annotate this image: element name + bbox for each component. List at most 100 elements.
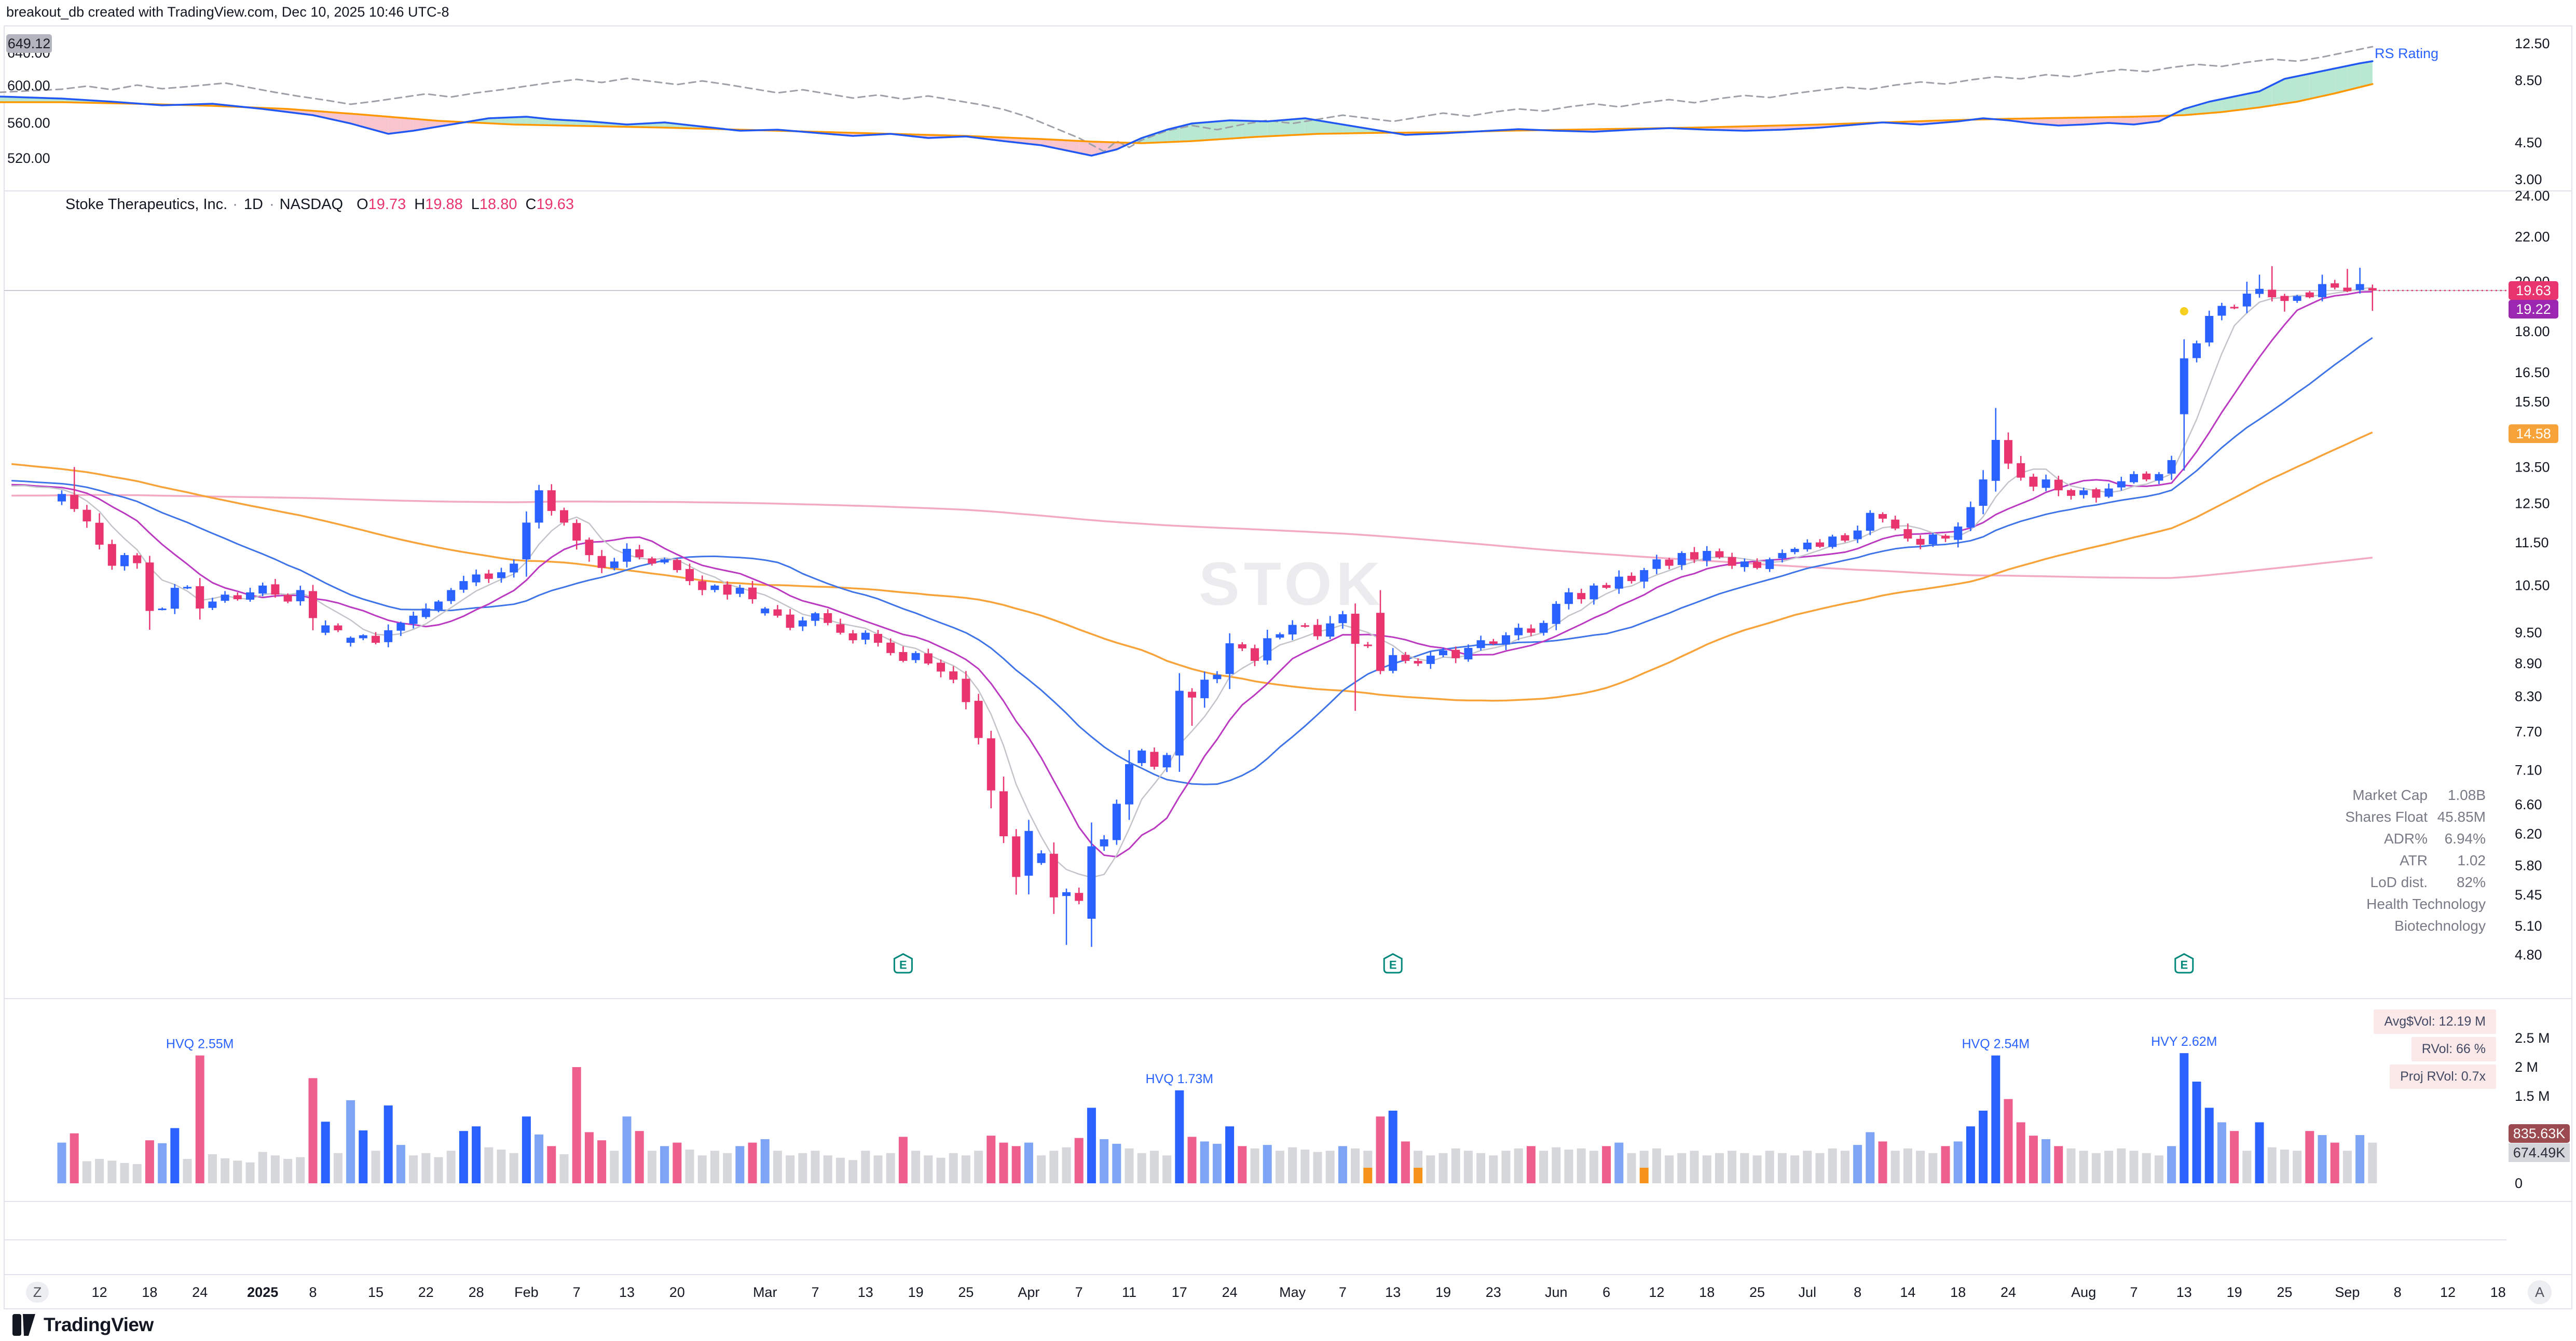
- ma-21-line: [11, 337, 2373, 785]
- time-tick-label: 8: [1854, 1284, 1861, 1300]
- price-tick-label: 8.90: [2515, 656, 2542, 671]
- ma-10-line: [11, 291, 2373, 858]
- earnings-marker-shape: [2174, 953, 2194, 974]
- candle-body: [1238, 644, 1246, 648]
- volume-bar: [635, 1131, 644, 1183]
- time-tick-label: 13: [858, 1284, 873, 1300]
- time-tick-label: 11: [1122, 1284, 1136, 1300]
- high-volume-label: HVQ 2.55M: [166, 1037, 234, 1052]
- star-marker-icon: [2180, 307, 2188, 315]
- rs-fill: [501, 117, 514, 125]
- volume-bar: [559, 1154, 569, 1183]
- volume-bar: [2004, 1099, 2013, 1183]
- price-badge-label: 19.63: [2516, 283, 2551, 298]
- rs-rating-label: RS Rating: [2375, 46, 2439, 61]
- volume-bar: [1087, 1108, 1096, 1183]
- time-tick-label: Jun: [1545, 1284, 1568, 1300]
- volume-bar: [1238, 1146, 1247, 1183]
- candle-body: [1539, 623, 1548, 633]
- time-axis[interactable]: 12 18 24 2025 8 15 22 28 Feb 7 13 20 Mar 7 13 19 25 Apr 7 1…: [26, 1280, 2552, 1304]
- volume-badge-label: 674.49K: [2513, 1145, 2566, 1160]
- volume-series: [57, 1053, 2377, 1183]
- price-tick-label: 6.60: [2515, 797, 2542, 812]
- time-edge-label-right: A: [2535, 1284, 2544, 1300]
- candle-body: [2331, 283, 2339, 288]
- time-tick-label: Feb: [514, 1284, 539, 1300]
- candle-body: [2255, 288, 2264, 294]
- candle-body: [1162, 755, 1171, 768]
- rs-fill: [514, 117, 527, 125]
- time-tick-label: 7: [811, 1284, 819, 1300]
- volume-bar: [2054, 1146, 2063, 1183]
- price-tick-label: 5.80: [2515, 858, 2542, 873]
- symbol-legend[interactable]: Stoke Therapeutics, Inc. · 1D · NASDAQ O19.73…: [65, 196, 574, 213]
- volume-bar: [2330, 1142, 2339, 1183]
- rs-right-tick: 12.50: [2515, 36, 2550, 51]
- candle-body: [924, 653, 933, 664]
- volume-bar: [735, 1146, 745, 1183]
- time-tick-label: 22: [418, 1284, 434, 1300]
- price-tick-label: 11.50: [2515, 535, 2549, 550]
- volume-bar: [1602, 1146, 1611, 1183]
- volume-bar: [472, 1126, 481, 1183]
- rs-fill: [2272, 79, 2285, 106]
- time-tick-label: Aug: [2071, 1284, 2096, 1300]
- candle-body: [2041, 479, 2050, 488]
- time-tick-label: Apr: [1018, 1284, 1039, 1300]
- candle-body: [1276, 634, 1284, 638]
- candle-body: [1740, 561, 1749, 568]
- volume-bar: [1577, 1148, 1586, 1183]
- volume-bar: [1715, 1153, 1724, 1183]
- candle-body: [1841, 535, 1849, 541]
- volume-bar: [2204, 1108, 2214, 1183]
- earnings-marker[interactable]: E: [2174, 953, 2194, 974]
- tradingview-logo[interactable]: TradingView: [11, 1309, 154, 1341]
- volume-bar: [1702, 1155, 1711, 1183]
- candle-body: [2142, 473, 2151, 480]
- volume-bar: [2342, 1151, 2352, 1183]
- volume-bar: [1376, 1116, 1385, 1183]
- rs-fill: [551, 119, 564, 126]
- volume-bar: [1890, 1151, 1900, 1183]
- candle-body: [836, 624, 845, 633]
- volume-bar: [924, 1155, 933, 1183]
- candle-body: [1213, 674, 1222, 680]
- candle-body: [2104, 488, 2113, 497]
- candle-body: [1037, 853, 1046, 863]
- volume-bar: [1463, 1151, 1473, 1183]
- candle-body: [1150, 752, 1159, 767]
- candle-body: [1125, 764, 1133, 805]
- volume-bar: [1828, 1148, 1837, 1183]
- candle-body: [1941, 535, 1950, 539]
- rs-left-tick: 600.00: [7, 78, 50, 93]
- time-tick-label: 7: [2130, 1284, 2137, 1300]
- rs-fill: [1318, 120, 1331, 134]
- volume-bar: [2318, 1135, 2327, 1183]
- candle-body: [1363, 644, 1372, 646]
- volume-bar: [1300, 1150, 1310, 1183]
- price-tick-label: 6.20: [2515, 826, 2542, 842]
- earnings-marker-shape: [1383, 953, 1403, 974]
- volume-bar: [421, 1153, 431, 1183]
- candle-body: [2268, 289, 2277, 298]
- volume-bar: [120, 1163, 129, 1183]
- earnings-marker[interactable]: E: [893, 953, 913, 974]
- volume-bar: [861, 1151, 870, 1183]
- time-tick-label: 12: [92, 1284, 107, 1300]
- candle-body: [2167, 460, 2176, 474]
- candle-body: [1765, 559, 1774, 569]
- candle-body: [409, 615, 418, 624]
- volume-panel: HVQ 2.55M HVQ 1.73M HVQ 2.54M HVY 2.62M: [57, 1034, 2377, 1183]
- ma-200-line: [11, 494, 2373, 579]
- time-tick-label: Jul: [1799, 1284, 1817, 1300]
- info-value: 82%: [2456, 874, 2486, 890]
- earnings-marker[interactable]: E: [1383, 953, 1403, 974]
- volume-bar: [333, 1153, 342, 1183]
- volume-bar: [647, 1151, 656, 1183]
- legend-separator2: ·: [269, 196, 275, 213]
- price-axis[interactable]: 12.508.504.503.0024.0022.0020.0018.0016.…: [2509, 36, 2570, 1191]
- candle-body: [170, 588, 179, 609]
- candle-body: [1527, 628, 1536, 633]
- time-tick-label: 18: [1950, 1284, 1966, 1300]
- ma-5-line: [11, 286, 2373, 878]
